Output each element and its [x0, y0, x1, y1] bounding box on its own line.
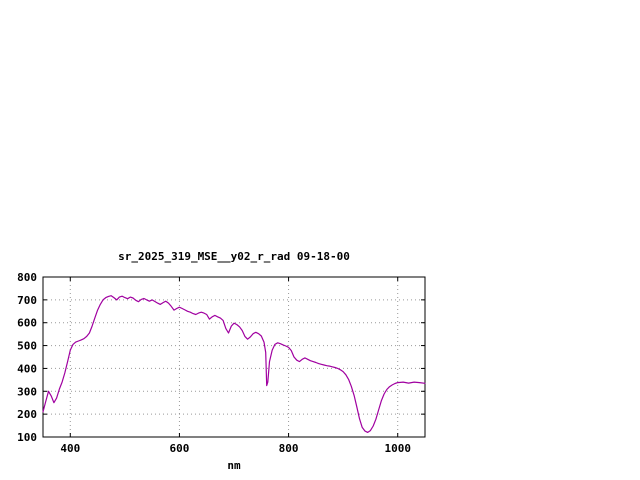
plot-border: [42, 276, 426, 438]
data-line: [42, 295, 426, 433]
x-tick-label: 1000: [384, 442, 411, 455]
x-tick-label: 800: [279, 442, 299, 455]
y-tick-label: 100: [17, 431, 37, 444]
y-tick-label: 800: [17, 271, 37, 284]
x-tick-label: 400: [60, 442, 80, 455]
x-tick-label: 600: [169, 442, 189, 455]
y-tick-label: 500: [17, 340, 37, 353]
y-tick-label: 300: [17, 385, 37, 398]
chart-title: sr_2025_319_MSE__y02_r_rad 09-18-00: [118, 250, 350, 263]
x-axis-label: nm: [227, 459, 241, 472]
y-tick-label: 200: [17, 408, 37, 421]
y-tick-label: 400: [17, 362, 37, 375]
y-tick-label: 600: [17, 317, 37, 330]
y-tick-label: 700: [17, 294, 37, 307]
